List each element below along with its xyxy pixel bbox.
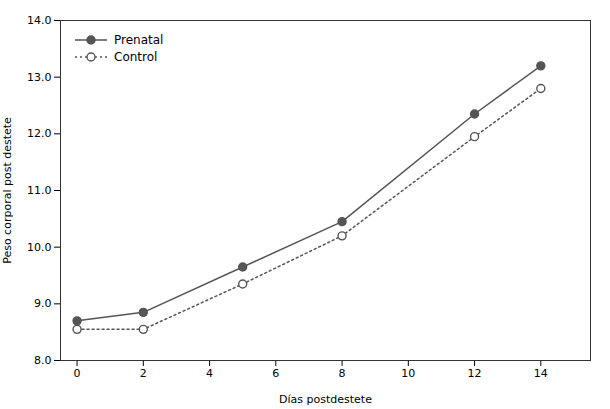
svg-text:12: 12 xyxy=(468,367,482,380)
svg-text:11.0: 11.0 xyxy=(27,184,52,197)
svg-text:0: 0 xyxy=(74,367,81,380)
svg-text:Peso corporal post destete: Peso corporal post destete xyxy=(1,117,14,264)
svg-text:12.0: 12.0 xyxy=(27,127,52,140)
svg-text:8: 8 xyxy=(339,367,346,380)
svg-text:6: 6 xyxy=(272,367,279,380)
svg-text:9.0: 9.0 xyxy=(34,297,52,310)
html-text:Prenatal: Prenatal xyxy=(114,33,164,47)
svg-text:10.0: 10.0 xyxy=(27,241,52,254)
svg-text:14: 14 xyxy=(534,367,548,380)
svg-text:4: 4 xyxy=(206,367,213,380)
svg-text:Días postdestete: Días postdestete xyxy=(279,393,372,406)
svg-text:10: 10 xyxy=(401,367,415,380)
svg-text:2: 2 xyxy=(140,367,147,380)
svg-text:14.0: 14.0 xyxy=(27,14,52,27)
svg-text:8.0: 8.0 xyxy=(34,354,52,367)
html-text:Control: Control xyxy=(114,50,158,64)
svg-text:13.0: 13.0 xyxy=(27,71,52,84)
